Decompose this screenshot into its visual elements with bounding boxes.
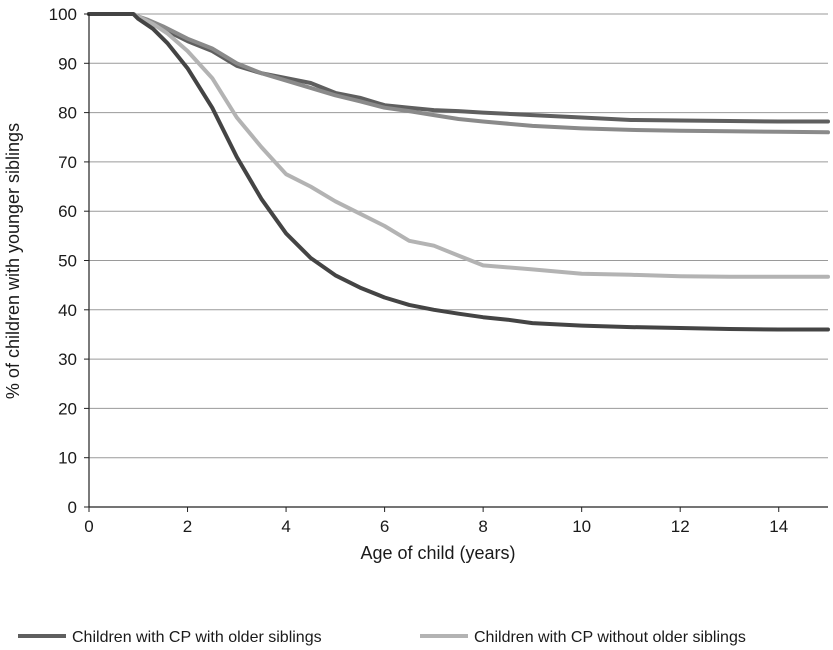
- series-line-3: [87, 12, 830, 279]
- series-line-1: [87, 12, 830, 124]
- y-axis-title: % of children with younger siblings: [3, 123, 23, 399]
- series-line-2: [87, 12, 830, 135]
- gridlines: [89, 13, 828, 459]
- y-tick-label-100: 100: [49, 5, 77, 24]
- y-tick-labels: 0 10 20 30 40 50 60 70 80 90 100: [49, 5, 77, 517]
- series-line-4: [87, 12, 830, 332]
- legend-label-1: Children with CP with older siblings: [72, 629, 322, 646]
- y-tick-label-90: 90: [58, 54, 77, 73]
- y-tick-label-60: 60: [58, 202, 77, 221]
- x-tick-label-0: 0: [84, 517, 93, 536]
- series-lines: [87, 12, 830, 332]
- axes: [84, 13, 828, 512]
- x-tick-label-6: 6: [380, 517, 389, 536]
- x-tick-label-2: 2: [183, 517, 192, 536]
- y-tick-label-20: 20: [58, 399, 77, 418]
- y-tick-label-10: 10: [58, 449, 77, 468]
- x-tick-label-4: 4: [281, 517, 290, 536]
- x-tick-label-12: 12: [671, 517, 690, 536]
- x-tick-labels: 0 2 4 6 8 10 12 14: [84, 517, 788, 536]
- x-tick-label-8: 8: [478, 517, 487, 536]
- x-tick-label-14: 14: [769, 517, 788, 536]
- y-tick-label-0: 0: [68, 498, 77, 517]
- legend: Children with CP with older siblings Chil…: [18, 629, 746, 646]
- y-tick-label-80: 80: [58, 104, 77, 123]
- legend-label-3: Children with CP without older siblings: [474, 629, 746, 646]
- x-tick-label-10: 10: [572, 517, 591, 536]
- y-tick-label-70: 70: [58, 153, 77, 172]
- y-tick-label-50: 50: [58, 252, 77, 271]
- y-tick-label-40: 40: [58, 301, 77, 320]
- y-tick-label-30: 30: [58, 350, 77, 369]
- x-axis-title: Age of child (years): [360, 543, 515, 563]
